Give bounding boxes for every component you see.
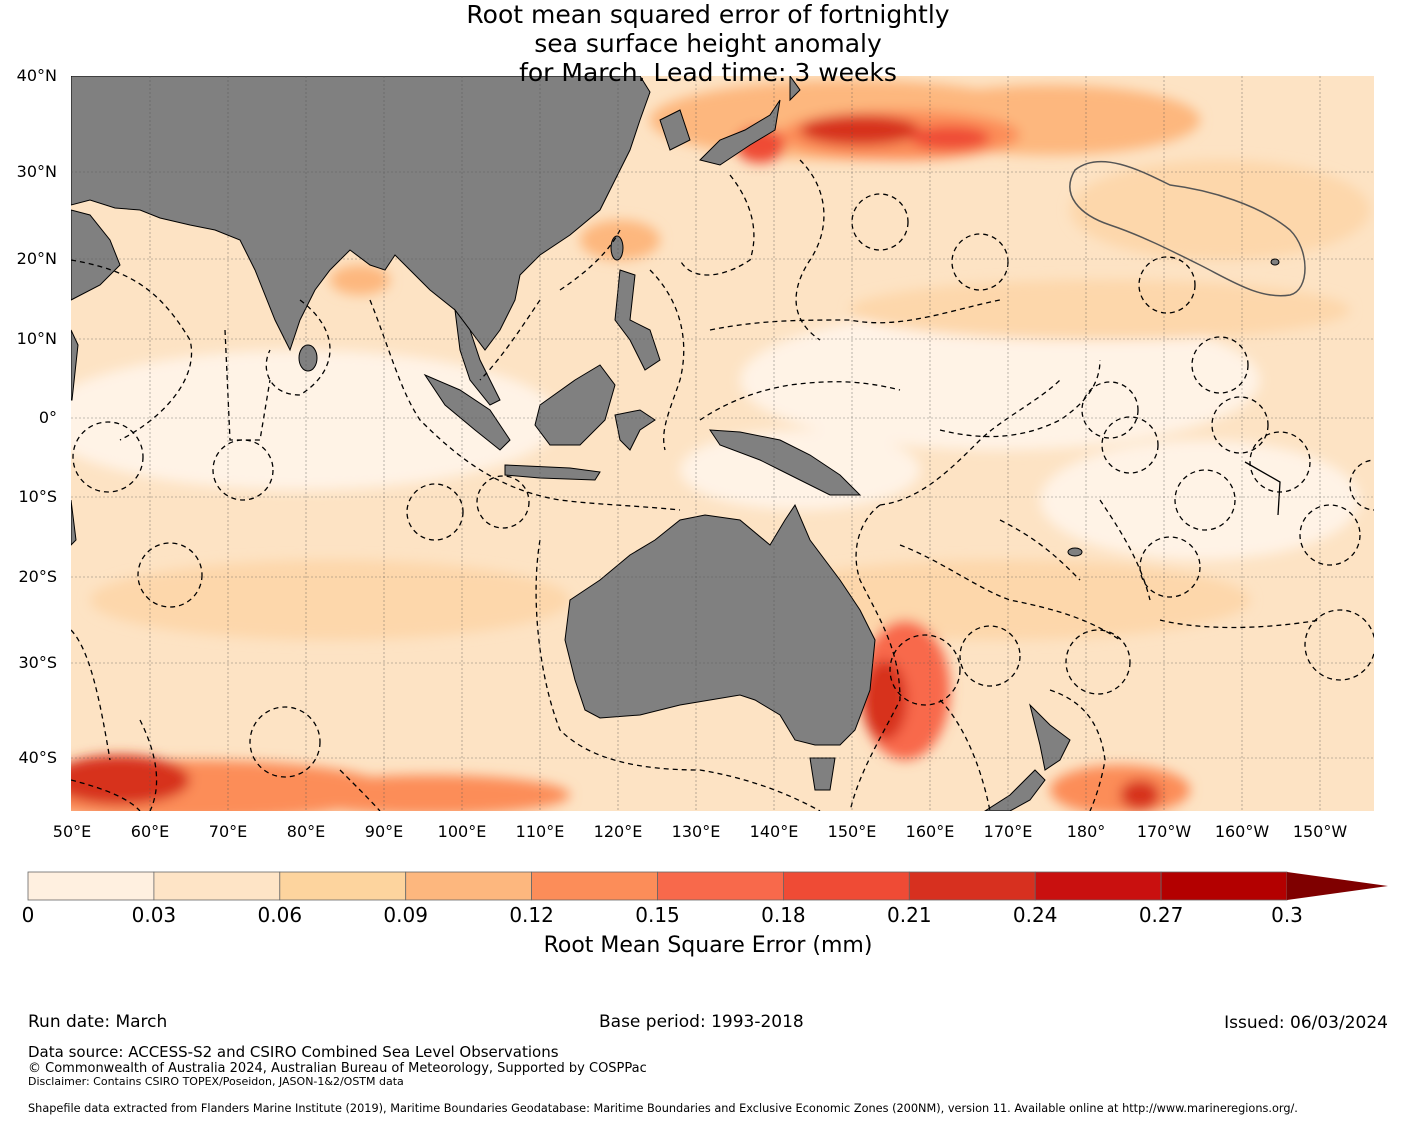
japan xyxy=(699,99,781,166)
tasmania xyxy=(809,757,836,791)
issued-date: Issued: 06/03/2024 xyxy=(1224,1013,1388,1033)
colorbar-segment xyxy=(908,871,1036,901)
run-date: Run date: March xyxy=(28,1012,168,1032)
lon-label: 90°E xyxy=(364,822,404,841)
colorbar-tick-label: 0.24 xyxy=(1012,903,1058,927)
lon-label: 160°W xyxy=(1214,822,1270,841)
lon-label: 100°E xyxy=(437,822,487,841)
lon-label: 50°E xyxy=(52,822,92,841)
colorbar-tick-label: 0.3 xyxy=(1271,903,1303,927)
colorbar-segment xyxy=(153,871,281,901)
australia-landmass xyxy=(564,503,876,746)
new-zealand-north xyxy=(1029,703,1071,771)
eez-boundaries xyxy=(71,159,1374,811)
lon-label: 160°E xyxy=(905,822,955,841)
data-source: Data source: ACCESS-S2 and CSIRO Combine… xyxy=(28,1043,559,1061)
lat-label: 10°N xyxy=(16,329,57,348)
lon-label: 180° xyxy=(1066,822,1106,841)
lon-label: 80°E xyxy=(286,822,326,841)
colorbar-segment xyxy=(27,871,155,901)
colorbar-tick-label: 0.15 xyxy=(635,903,680,927)
colorbar-tick-label: 0.27 xyxy=(1138,903,1184,927)
colorbar-tick-label: 0.06 xyxy=(257,903,303,927)
colorbar-segment xyxy=(657,871,784,901)
colorbar-tick-label: 0.21 xyxy=(887,903,932,927)
lon-label: 170°E xyxy=(983,822,1033,841)
title-line-3: for March. Lead time: 3 weeks xyxy=(519,58,897,87)
colorbar-label: Root Mean Square Error (mm) xyxy=(543,933,873,958)
lat-label: 40°N xyxy=(16,66,57,85)
colorbar-segment xyxy=(783,871,910,901)
sumatra xyxy=(423,373,511,451)
africa-landmass xyxy=(71,329,79,401)
lon-label: 130°E xyxy=(671,822,721,841)
colorbar-tick-label: 0.12 xyxy=(509,903,554,927)
map-panel xyxy=(71,76,1374,811)
colorbar-segment xyxy=(405,871,533,901)
shapefile-credit: Shapefile data extracted from Flanders M… xyxy=(28,1102,1298,1115)
lon-label: 150°W xyxy=(1292,822,1348,841)
map-title: Root mean squared error of fortnightly s… xyxy=(0,0,1416,87)
land xyxy=(71,76,1280,811)
disclaimer: Disclaimer: Contains CSIRO TOPEX/Poseido… xyxy=(28,1075,404,1088)
arabia-landmass xyxy=(71,209,121,301)
asia-landmass xyxy=(71,76,651,352)
title-line-2: sea surface height anomaly xyxy=(534,29,882,58)
colorbar-tick-label: 0.18 xyxy=(761,903,806,927)
colorbar-segment xyxy=(1160,871,1288,901)
colorbar-segment xyxy=(279,871,407,901)
new-guinea xyxy=(709,429,862,496)
lon-label: 110°E xyxy=(515,822,565,841)
lon-label: 170°W xyxy=(1136,822,1192,841)
lon-label: 140°E xyxy=(749,822,799,841)
colorbar-segment xyxy=(1034,871,1162,901)
colorbar-tick-label: 0.09 xyxy=(383,903,428,927)
borneo xyxy=(534,364,616,446)
hawaii-boundary xyxy=(1069,160,1306,297)
colorbar-tick-label: 0.03 xyxy=(131,903,177,927)
title-line-1: Root mean squared error of fortnightly xyxy=(466,0,950,29)
colorbar-tick-label: 0 xyxy=(21,903,35,927)
colorbar-extend-arrow xyxy=(1287,872,1388,900)
java xyxy=(504,464,601,481)
colorbar-segment xyxy=(531,871,658,901)
lat-label: 30°N xyxy=(16,162,57,181)
lon-label: 60°E xyxy=(130,822,170,841)
colorbar xyxy=(27,871,1388,901)
lat-label: 30°S xyxy=(18,653,57,672)
lon-label: 150°E xyxy=(827,822,877,841)
graticule xyxy=(71,76,1374,811)
base-period: Base period: 1993-2018 xyxy=(599,1012,804,1032)
lon-label: 120°E xyxy=(593,822,643,841)
lat-label: 10°S xyxy=(18,487,57,506)
lat-label: 40°S xyxy=(18,748,57,767)
copyright: © Commonwealth of Australia 2024, Austra… xyxy=(28,1061,647,1076)
lat-label: 0° xyxy=(38,408,57,427)
lat-label: 20°S xyxy=(18,567,57,586)
lat-label: 20°N xyxy=(16,249,57,268)
philippines xyxy=(614,269,661,371)
lon-label: 70°E xyxy=(208,822,248,841)
new-zealand-south xyxy=(984,769,1046,811)
